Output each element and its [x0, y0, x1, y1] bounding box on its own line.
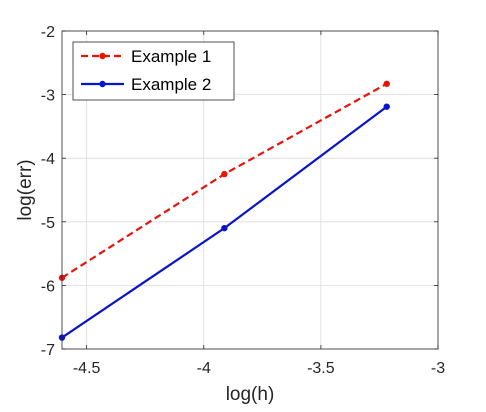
- y-tick-label: -5: [41, 215, 55, 232]
- legend-marker-example-2: [99, 80, 106, 88]
- x-tick-label: -3.5: [307, 360, 335, 377]
- y-tick-label: -7: [41, 342, 55, 359]
- x-tick-label: -4: [197, 360, 211, 377]
- y-tick-label: -2: [41, 24, 55, 41]
- x-tick-labels: -4.5 -4 -3.5 -3: [73, 360, 445, 377]
- legend-label-example-1: Example 1: [131, 47, 211, 66]
- y-axis-label: log(err): [15, 159, 36, 220]
- y-tick-label: -4: [41, 151, 55, 168]
- x-tick-label: -4.5: [73, 360, 101, 377]
- tick-marks: [62, 30, 439, 350]
- data-point-example-1: [221, 170, 228, 178]
- data-point-example-2: [221, 224, 228, 232]
- legend-marker-example-1: [99, 52, 106, 60]
- legend: Example 1 Example 2: [72, 41, 235, 101]
- y-tick-label: -6: [41, 278, 55, 295]
- legend-box: [72, 41, 235, 101]
- data-point-example-2: [383, 103, 390, 110]
- legend-label-example-2: Example 2: [131, 75, 211, 94]
- y-tick-labels: -7 -6 -5 -4 -3 -2: [41, 24, 55, 359]
- y-tick-label: -3: [41, 88, 55, 105]
- data-point-example-1: [383, 80, 390, 87]
- x-tick-label: -3: [431, 360, 445, 377]
- axes-box: [61, 30, 439, 350]
- x-axis-label: log(h): [226, 384, 275, 405]
